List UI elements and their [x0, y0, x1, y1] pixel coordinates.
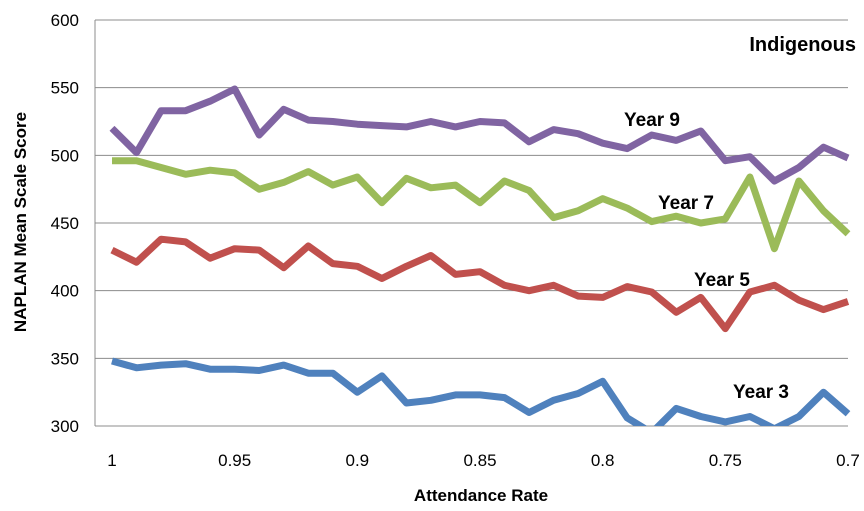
y-tick-label: 450 — [51, 214, 79, 233]
series-line-year-3 — [111, 357, 851, 426]
y-tick-label: 400 — [51, 282, 79, 301]
series-label-year-3: Year 3 — [733, 382, 789, 403]
series-line-year-5 — [110, 235, 850, 333]
series-line-year-9 — [109, 85, 850, 185]
x-tick-label: 1 — [107, 451, 116, 470]
gridlines — [95, 19, 848, 427]
x-tick-label: 0.8 — [591, 451, 615, 470]
series-label-year-7: Year 7 — [658, 193, 714, 214]
y-axis-title: NAPLAN Mean Scale Score — [11, 112, 30, 332]
series-labels: Year 9 Year 7 Year 5 Year 3 — [624, 110, 789, 403]
y-tick-label: 500 — [51, 146, 79, 165]
series-label-year-5: Year 5 — [694, 270, 750, 291]
chart-title: Indigenous — [749, 34, 856, 56]
x-tick-label: 0.95 — [218, 451, 251, 470]
series-lines — [109, 85, 851, 426]
x-tick-label: 0.9 — [346, 451, 370, 470]
y-tick-labels: 300 350 400 450 500 550 600 — [51, 11, 79, 436]
y-tick-label: 550 — [51, 79, 79, 98]
x-tick-labels: 1 0.95 0.9 0.85 0.8 0.75 0.7 — [107, 451, 860, 470]
x-tick-label: 0.85 — [463, 451, 496, 470]
x-tick-label: 0.75 — [709, 451, 742, 470]
series-label-year-9: Year 9 — [624, 110, 680, 131]
series-line-year-7 — [112, 157, 851, 253]
y-tick-label: 300 — [51, 417, 79, 436]
x-axis-title: Attendance Rate — [414, 486, 548, 505]
x-tick-label: 0.7 — [836, 451, 860, 470]
y-tick-label: 600 — [51, 11, 79, 30]
y-tick-label: 350 — [51, 349, 79, 368]
